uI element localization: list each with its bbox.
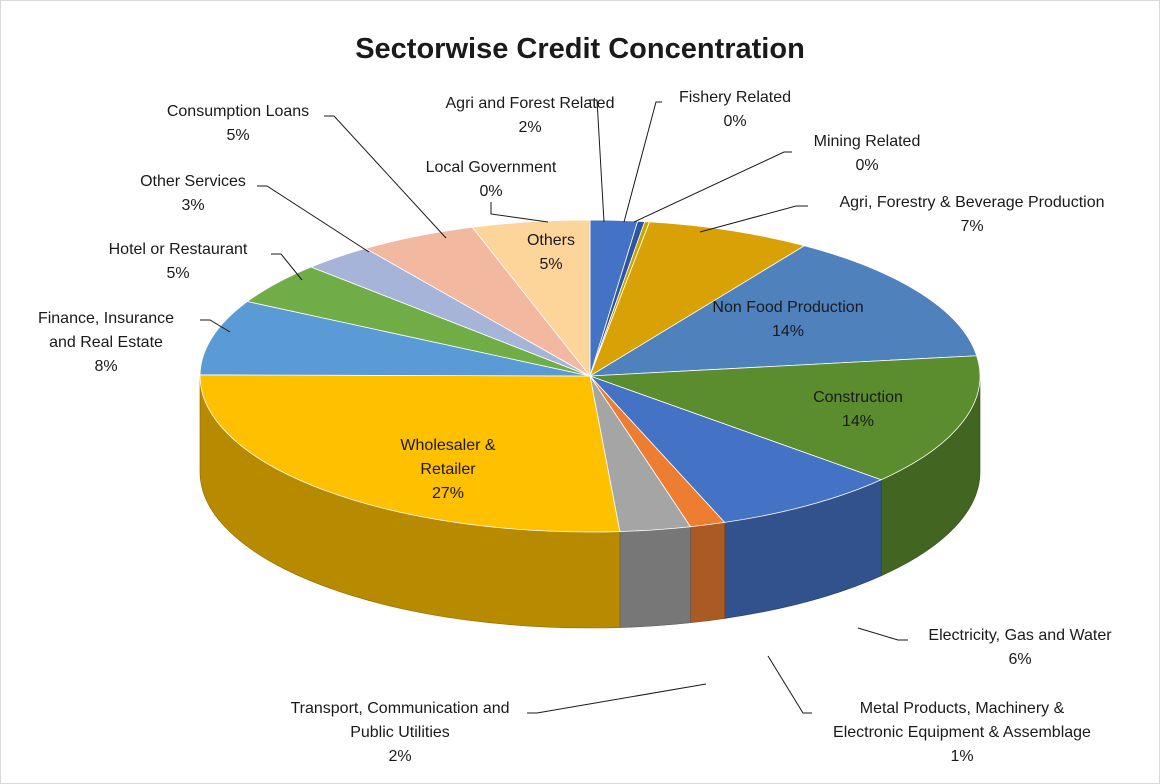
leader-line-3 — [699, 205, 808, 233]
data-label-10: Finance, Insurance and Real Estate 8% — [38, 310, 174, 375]
leader-line-13 — [324, 115, 447, 239]
data-label-6: Electricity, Gas and Water 6% — [928, 627, 1112, 668]
data-label-0: Agri and Forest Related 2% — [446, 95, 615, 136]
data-label-15: Others 5% — [527, 232, 575, 273]
leader-line-0 — [587, 99, 605, 223]
pie-slice-3 — [589, 221, 806, 377]
leader-line-12 — [257, 185, 370, 253]
leader-line-6 — [857, 627, 908, 641]
pie-slice-15 — [471, 219, 591, 378]
leader-line-10 — [200, 319, 231, 333]
pie-slice-5 — [589, 355, 981, 481]
data-label-4: Non Food Production 14% — [712, 299, 863, 340]
data-label-7: Metal Products, Machinery & Electronic Eq… — [833, 700, 1091, 765]
leader-lines — [200, 99, 908, 714]
data-label-1: Fishery Related 0% — [679, 89, 791, 130]
data-labels: Agri and Forest Related 2% Fishery Related… — [38, 89, 1112, 765]
pie-slice-6 — [589, 375, 883, 523]
data-label-5: Construction 14% — [813, 389, 903, 430]
data-label-2: Mining Related 0% — [814, 133, 921, 174]
data-label-14: Local Government 0% — [426, 159, 557, 200]
leader-line-11 — [271, 253, 303, 281]
data-label-8: Transport, Communication and Public Utili… — [290, 700, 509, 765]
leader-line-2 — [633, 151, 792, 223]
data-label-13: Consumption Loans 5% — [167, 103, 309, 144]
pie-slices — [199, 219, 981, 533]
leader-line-14 — [490, 202, 549, 223]
leader-line-1 — [623, 101, 662, 223]
leader-line-8 — [527, 683, 707, 714]
pie-slice-4 — [589, 245, 978, 377]
data-label-11: Hotel or Restaurant 5% — [109, 241, 248, 282]
data-label-12: Other Services 3% — [140, 173, 246, 214]
pie-side-8 — [619, 526, 691, 628]
pie-depth — [199, 375, 981, 629]
data-label-3: Agri, Forestry & Beverage Production 7% — [839, 194, 1104, 235]
data-label-9: Wholesaler & Retailer 27% — [400, 437, 495, 502]
chart-title: Sectorwise Credit Concentration — [355, 33, 805, 65]
pie-side-7 — [690, 522, 725, 624]
pie-slice-10 — [199, 301, 591, 377]
leader-line-7 — [767, 655, 812, 714]
pie-slice-9 — [199, 374, 621, 533]
